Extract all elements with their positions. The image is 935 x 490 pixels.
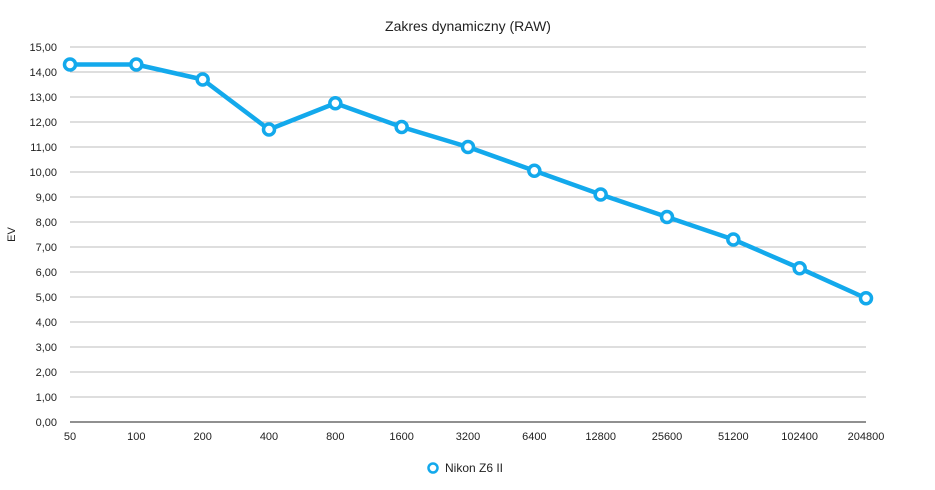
data-point	[129, 57, 144, 72]
x-tick-label: 400	[260, 431, 278, 443]
y-tick-label: 8,00	[36, 217, 57, 229]
x-tick-label: 100	[127, 431, 145, 443]
x-tick-labels: 50 100 200 400 800 1600 3200 6400 12800 25600 5120…	[64, 431, 884, 443]
legend-label-nikon-z6-ii: Nikon Z6 II	[445, 461, 503, 475]
y-tick-label: 15,00	[29, 42, 57, 54]
x-tick-label: 6400	[522, 431, 546, 443]
x-tick-label: 800	[326, 431, 344, 443]
y-tick-label: 12,00	[29, 117, 57, 129]
y-axis-label: EV	[6, 227, 18, 242]
data-point	[394, 119, 409, 135]
data-point	[261, 122, 277, 137]
data-point	[792, 261, 807, 276]
series-line-0	[67, 62, 869, 301]
y-tick-label: 14,00	[29, 67, 57, 79]
x-tick-label: 51200	[718, 431, 749, 443]
data-point	[593, 187, 608, 202]
y-tick-label: 13,00	[29, 92, 57, 104]
legend: Nikon Z6 II	[427, 461, 503, 475]
x-tick-label: 25600	[652, 431, 683, 443]
y-tick-label: 3,00	[36, 342, 57, 354]
x-tick-label: 204800	[848, 431, 885, 443]
x-tick-label: 12800	[585, 431, 616, 443]
data-point	[527, 163, 542, 178]
x-tick-label: 50	[64, 431, 76, 443]
legend-marker-nikon-z6-ii	[427, 462, 439, 474]
x-tick-label: 1600	[389, 431, 413, 443]
y-tick-label: 0,00	[36, 417, 57, 429]
data-point	[460, 139, 476, 155]
y-tick-label: 10,00	[29, 167, 57, 179]
y-tick-label: 5,00	[36, 292, 57, 304]
data-point	[726, 232, 741, 247]
data-point	[858, 291, 874, 306]
grid-layer	[70, 46, 866, 423]
data-point	[328, 96, 343, 111]
y-tick-label: 6,00	[36, 267, 57, 279]
x-tick-label: 3200	[456, 431, 480, 443]
x-tick-label: 200	[193, 431, 211, 443]
chart-title: Zakres dynamiczny (RAW)	[385, 18, 551, 34]
y-tick-label: 11,00	[30, 142, 57, 154]
y-tick-label: 4,00	[36, 317, 57, 329]
data-point	[195, 72, 210, 87]
y-tick-label: 2,00	[36, 367, 57, 379]
y-tick-label: 7,00	[36, 242, 57, 254]
x-tick-label: 102400	[781, 431, 818, 443]
y-tick-label: 1,00	[36, 392, 57, 404]
data-point	[62, 57, 78, 72]
y-tick-labels: 0,00 1,00 2,00 3,00 4,00 5,00 6,00 7,00 8,00 9,00…	[29, 42, 57, 429]
y-tick-label: 9,00	[36, 192, 57, 204]
data-point	[659, 209, 675, 225]
series-layer	[62, 57, 874, 306]
